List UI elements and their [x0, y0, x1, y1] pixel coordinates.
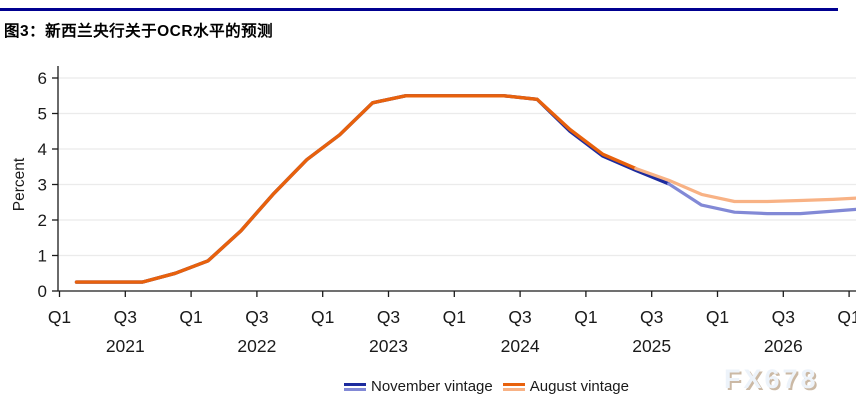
x-tick-label: Q3: [114, 307, 137, 327]
legend-item-august: August vintage: [502, 378, 629, 395]
y-tick-label: 5: [38, 105, 47, 124]
y-tick-label: 6: [38, 69, 47, 88]
y-tick-label: 0: [38, 282, 47, 301]
x-tick-label: Q3: [772, 307, 795, 327]
y-tick-label: 4: [38, 140, 47, 159]
august-line-marker-icon: [502, 382, 525, 391]
x-year-label: 2023: [369, 336, 408, 356]
x-year-label: 2026: [764, 336, 803, 356]
november-forecast-line: [667, 182, 856, 216]
x-year-label: 2025: [632, 336, 671, 356]
august-forecast-line: [634, 166, 856, 204]
y-tick-label: 2: [38, 211, 47, 230]
august-history-line: [74, 94, 638, 284]
legend-label-november: November vintage: [371, 378, 493, 395]
x-tick-label: Q1: [574, 307, 597, 327]
x-year-label: 2022: [237, 336, 276, 356]
figure-title: 图3：新西兰央行关于OCR水平的预测: [4, 23, 274, 40]
legend-item-november: November vintage: [344, 378, 493, 395]
x-tick-label: Q3: [508, 307, 531, 327]
november-line-marker-icon: [344, 382, 366, 391]
x-tick-label: Q3: [245, 307, 268, 327]
x-year-label: 2021: [106, 336, 145, 356]
legend-label-august: August vintage: [529, 378, 629, 395]
x-tick-label: Q1: [837, 307, 856, 327]
y-tick-label: 3: [38, 176, 47, 195]
chart-legend: November vintage August vintage: [344, 378, 629, 395]
x-year-label: 2024: [501, 336, 540, 356]
x-tick-label: Q1: [706, 307, 729, 327]
x-tick-label: Q3: [377, 307, 400, 327]
y-tick-label: 1: [38, 247, 47, 266]
header-rule: [0, 8, 838, 11]
fx678-watermark: FX678: [724, 364, 819, 394]
x-tick-label: Q1: [311, 307, 334, 327]
x-tick-label: Q1: [179, 307, 202, 327]
november-history-line: [74, 94, 671, 284]
x-tick-label: Q1: [443, 307, 466, 327]
x-tick-label: Q3: [640, 307, 663, 327]
y-axis-title: Percent: [11, 157, 28, 211]
x-tick-label: Q1: [48, 307, 71, 327]
